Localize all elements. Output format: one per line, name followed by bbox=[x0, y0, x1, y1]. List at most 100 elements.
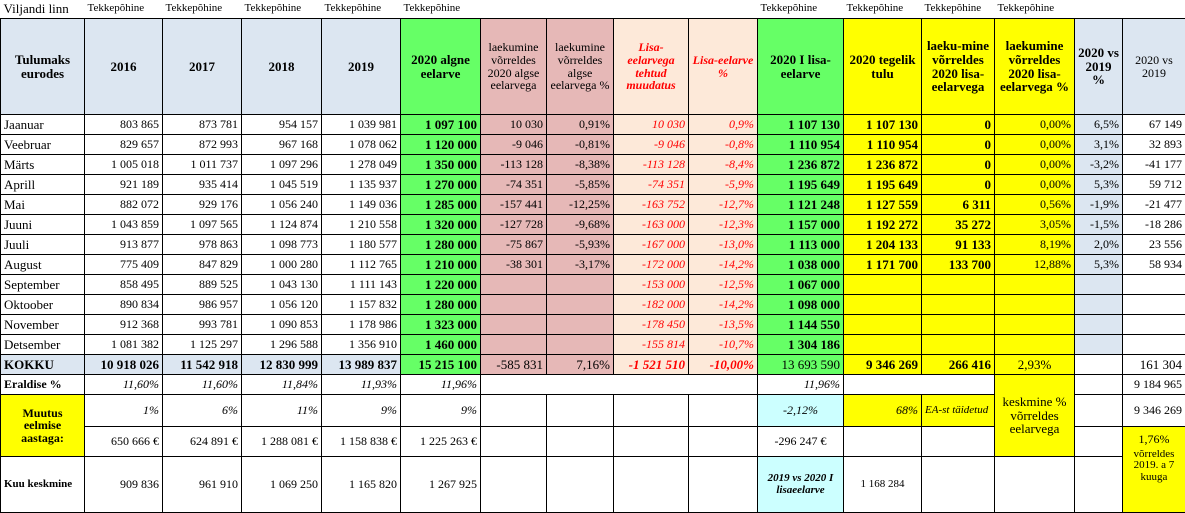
cell-vs-supp-pct bbox=[995, 315, 1075, 335]
cell-vs-budget-pct: -5,93% bbox=[547, 235, 614, 255]
cell-v2016: 1 043 859 bbox=[85, 215, 163, 235]
cell-supp-change: 10 030 bbox=[614, 115, 689, 135]
header-budget: 2020 algne eelarve bbox=[401, 19, 481, 115]
cell-v2016: 913 877 bbox=[85, 235, 163, 255]
tag: Tekkepõhine bbox=[163, 0, 242, 19]
cell-v2019: 1 112 765 bbox=[322, 255, 401, 275]
cell-yoy: 59 712 bbox=[1123, 175, 1185, 195]
kuu-2018: 1 069 250 bbox=[242, 457, 322, 513]
cell-name: Oktoober bbox=[1, 295, 85, 315]
kuu-label: Kuu keskmine bbox=[1, 457, 85, 513]
cell-supp-budget: 1 110 954 bbox=[758, 135, 844, 155]
header-actual: 2020 tegelik tulu bbox=[844, 19, 922, 115]
cell-actual: 1 204 133 bbox=[844, 235, 922, 255]
cell-vs-budget-pct: -9,68% bbox=[547, 215, 614, 235]
cell-yoy-pct: -1,5% bbox=[1075, 215, 1123, 235]
cell-v2019: 1 210 558 bbox=[322, 215, 401, 235]
cell-yoy-pct bbox=[1075, 275, 1123, 295]
cell-budget: 1 280 000 bbox=[401, 235, 481, 255]
muutus-budget: 9% bbox=[401, 395, 481, 427]
cell-v2017: 935 414 bbox=[163, 175, 242, 195]
cell-vs-supp-pct: 0,56% bbox=[995, 195, 1075, 215]
cell-vs-supp-pct: 3,05% bbox=[995, 215, 1075, 235]
cell-vs-supp bbox=[922, 275, 995, 295]
total-vs-budget: -585 831 bbox=[481, 355, 547, 375]
cell-vs-supp bbox=[922, 295, 995, 315]
cell-name: September bbox=[1, 275, 85, 295]
cell-vs-supp: 6 311 bbox=[922, 195, 995, 215]
cell-yoy bbox=[1123, 335, 1185, 355]
cell-name: Aprill bbox=[1, 175, 85, 195]
muutus-supp-pct: -2,12% bbox=[758, 395, 844, 427]
cell-supp-change: -155 814 bbox=[614, 335, 689, 355]
header-vs-budget: laekumine võrreldes 2020 algse eelarvega bbox=[481, 19, 547, 115]
cell-v2018: 1 056 120 bbox=[242, 295, 322, 315]
eraldise-row: Eraldise % 11,60% 11,60% 11,84% 11,93% 1… bbox=[1, 375, 1185, 395]
cell-vs-supp: 0 bbox=[922, 135, 995, 155]
cell-supp-budget: 1 121 248 bbox=[758, 195, 844, 215]
cell-supp-pct: -10,7% bbox=[689, 335, 758, 355]
muutus-eur-2016: 650 666 € bbox=[85, 427, 163, 457]
cell-budget: 1 285 000 bbox=[401, 195, 481, 215]
cell-budget: 1 460 000 bbox=[401, 335, 481, 355]
cell-vs-supp: 0 bbox=[922, 175, 995, 195]
muutus-eur-2017: 624 891 € bbox=[163, 427, 242, 457]
cell-name: Mai bbox=[1, 195, 85, 215]
cell-vs-supp: 133 700 bbox=[922, 255, 995, 275]
sheet-title: Viljandi linn bbox=[1, 0, 85, 19]
cell-v2016: 882 072 bbox=[85, 195, 163, 215]
header-2018: 2018 bbox=[242, 19, 322, 115]
cell-actual: 1 192 272 bbox=[844, 215, 922, 235]
muutus-eur-budget: 1 225 263 € bbox=[401, 427, 481, 457]
cell-yoy: -18 286 bbox=[1123, 215, 1185, 235]
muutus-right: 9 346 269 bbox=[1123, 395, 1185, 427]
cell-yoy bbox=[1123, 315, 1185, 335]
total-vs-supp: 266 416 bbox=[922, 355, 995, 375]
tag: Tekkepõhine bbox=[922, 0, 995, 19]
cell-supp-change: -178 450 bbox=[614, 315, 689, 335]
cell-v2018: 1 098 773 bbox=[242, 235, 322, 255]
cell-supp-budget: 1 107 130 bbox=[758, 115, 844, 135]
cell-v2018: 1 043 130 bbox=[242, 275, 322, 295]
cell-yoy-pct: -3,2% bbox=[1075, 155, 1123, 175]
cell-supp-pct: -8,4% bbox=[689, 155, 758, 175]
cell-v2019: 1 111 143 bbox=[322, 275, 401, 295]
total-vs-budget-pct: 7,16% bbox=[547, 355, 614, 375]
kuu-budget: 1 267 925 bbox=[401, 457, 481, 513]
cell-v2016: 912 368 bbox=[85, 315, 163, 335]
cell-v2019: 1 149 036 bbox=[322, 195, 401, 215]
cell-actual bbox=[844, 275, 922, 295]
cell-vs-supp-pct: 12,88% bbox=[995, 255, 1075, 275]
cell-yoy-pct: 6,5% bbox=[1075, 115, 1123, 135]
cell-v2017: 872 993 bbox=[163, 135, 242, 155]
cell-v2018: 1 000 280 bbox=[242, 255, 322, 275]
cell-budget: 1 210 000 bbox=[401, 255, 481, 275]
cell-yoy: 32 893 bbox=[1123, 135, 1185, 155]
cell-v2017: 993 781 bbox=[163, 315, 242, 335]
cell-supp-change: -74 351 bbox=[614, 175, 689, 195]
cell-name: November bbox=[1, 315, 85, 335]
cell-vs-budget: -74 351 bbox=[481, 175, 547, 195]
cell-actual: 1 107 130 bbox=[844, 115, 922, 135]
cell-v2018: 954 157 bbox=[242, 115, 322, 135]
total-label: KOKKU bbox=[1, 355, 85, 375]
cell-budget: 1 270 000 bbox=[401, 175, 481, 195]
cell-v2016: 890 834 bbox=[85, 295, 163, 315]
right-note: võrreldes 2019. a 7 kuuga bbox=[1126, 449, 1182, 484]
cell-supp-pct: -12,5% bbox=[689, 275, 758, 295]
eraldise-2018: 11,84% bbox=[242, 375, 322, 395]
cell-vs-budget: -127 728 bbox=[481, 215, 547, 235]
cell-vs-supp: 91 133 bbox=[922, 235, 995, 255]
tag: Tekkepõhine bbox=[242, 0, 322, 19]
cell-budget: 1 280 000 bbox=[401, 295, 481, 315]
cell-yoy-pct: 5,3% bbox=[1075, 175, 1123, 195]
cell-name: Jaanuar bbox=[1, 115, 85, 135]
total-2017: 11 542 918 bbox=[163, 355, 242, 375]
cell-v2017: 889 525 bbox=[163, 275, 242, 295]
cell-budget: 1 323 000 bbox=[401, 315, 481, 335]
cell-vs-budget-pct: -8,38% bbox=[547, 155, 614, 175]
cell-supp-pct: 0,9% bbox=[689, 115, 758, 135]
